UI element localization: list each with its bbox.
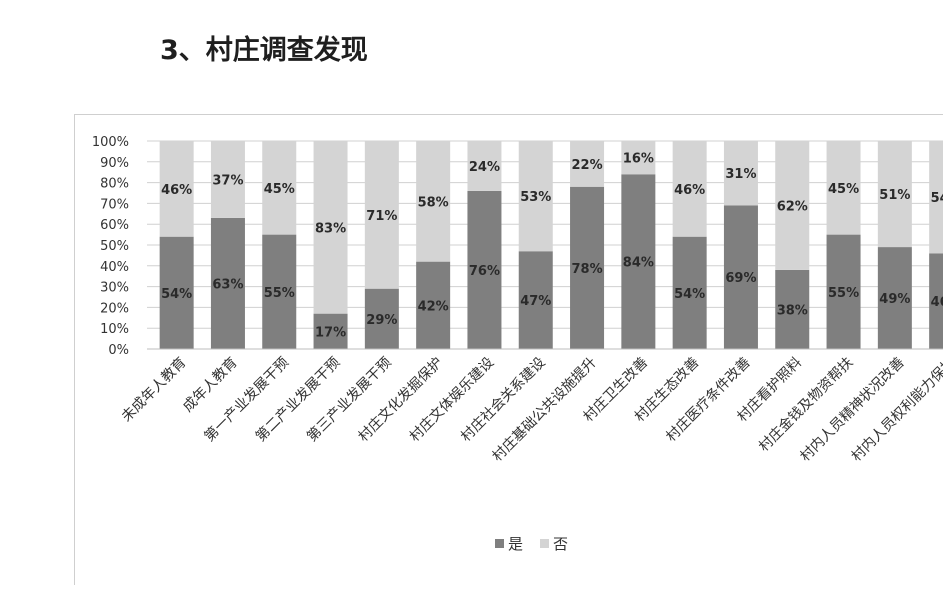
bar-segment-yes (723, 205, 758, 349)
bar-segment-no (877, 141, 912, 248)
data-label-yes: 55% (264, 286, 295, 301)
y-tick-label: 60% (100, 218, 129, 233)
bar-segment-no (723, 141, 758, 206)
data-label-yes: 63% (212, 277, 243, 292)
data-label-no: 71% (366, 209, 397, 224)
data-label-no: 46% (161, 183, 192, 198)
bar-segment-yes (570, 186, 605, 349)
x-axis: 未成年人教育成年人教育第一产业发展干预第二产业发展干预第三产业发展干预村庄文化发… (119, 348, 943, 465)
bar-segment-yes (210, 217, 245, 349)
y-tick-label: 70% (100, 197, 129, 212)
bar-segment-yes (416, 261, 451, 349)
x-category-label: 村庄社会关系建设 (457, 354, 548, 445)
bar-segment-yes (518, 251, 553, 349)
bar-segment-no (262, 141, 297, 235)
data-label-yes: 29% (366, 313, 397, 328)
data-label-yes: 84% (623, 256, 654, 271)
y-tick-label: 50% (100, 239, 129, 254)
y-tick-label: 0% (108, 343, 129, 358)
bar-segment-no (621, 141, 656, 175)
legend-label-no: 否 (553, 535, 568, 553)
data-label-no: 45% (828, 182, 859, 197)
bar-segment-yes (826, 234, 861, 349)
y-tick-label: 20% (100, 301, 129, 316)
y-tick-label: 90% (100, 156, 129, 171)
legend-swatch-no (540, 539, 549, 548)
x-category-label: 村庄文化发掘保护 (355, 354, 446, 445)
data-label-yes: 54% (161, 287, 192, 302)
bars (159, 141, 943, 349)
bar-segment-no (159, 141, 194, 237)
data-label-no: 51% (879, 188, 910, 203)
y-axis: 0% 10% 20% 30% 40% 50% 60% 70% 80% 90% 100% (92, 135, 129, 358)
data-label-yes: 49% (879, 292, 910, 307)
x-category-label: 村庄金钱及物资帮扶 (755, 354, 856, 455)
y-tick-label: 40% (100, 260, 129, 275)
chart-container: 0% 10% 20% 30% 40% 50% 60% 70% 80% 90% 100% 54% 46%… (74, 114, 943, 585)
bar-segment-no (518, 141, 553, 252)
data-label-no: 22% (571, 158, 602, 173)
legend-swatch-yes (495, 539, 504, 548)
x-category-label: 村庄医疗条件改善 (663, 354, 754, 445)
x-category-label: 未成年人教育 (119, 355, 190, 426)
bar-segment-yes (159, 236, 194, 349)
data-label-no: 58% (418, 195, 449, 210)
data-label-yes: 38% (777, 303, 808, 318)
data-label-no: 24% (469, 160, 500, 175)
y-tick-label: 30% (100, 281, 129, 296)
stacked-percent-bar-chart: 0% 10% 20% 30% 40% 50% 60% 70% 80% 90% 100% 54% 46%… (92, 135, 943, 553)
bar-segment-no (826, 141, 861, 235)
bar-segment-yes (621, 174, 656, 349)
bar-segment-no (570, 141, 605, 187)
data-label-no: 62% (777, 199, 808, 214)
y-tick-label: 80% (100, 177, 129, 192)
bar-segment-yes (364, 288, 399, 349)
x-category-label: 第二产业发展干预 (252, 354, 343, 445)
legend-label-yes: 是 (508, 535, 523, 553)
data-label-no: 46% (674, 183, 705, 198)
data-label-yes: 17% (315, 325, 346, 340)
data-label-no: 16% (623, 152, 654, 167)
data-label-no: 53% (520, 190, 551, 205)
data-label-yes: 47% (520, 294, 551, 309)
y-tick-label: 100% (92, 135, 129, 150)
bar-segment-no (416, 141, 451, 262)
bar-segment-no (364, 141, 399, 289)
data-label-no: 45% (264, 182, 295, 197)
data-label-no: 54% (931, 191, 943, 206)
data-label-yes: 69% (725, 271, 756, 286)
data-label-yes: 55% (828, 286, 859, 301)
bar-segment-yes (877, 247, 912, 349)
page-heading: 3、村庄调查发现 (160, 35, 368, 66)
bar-segment-yes (929, 253, 943, 349)
data-label-yes: 76% (469, 264, 500, 279)
bar-segment-yes (262, 234, 297, 349)
bar-segment-no (775, 141, 810, 270)
bar-segment-no (929, 141, 943, 254)
x-category-label: 村庄基础公共设施提升 (489, 354, 600, 465)
bar-segment-no (672, 141, 707, 237)
bar-segment-no (313, 141, 348, 314)
y-tick-label: 10% (100, 322, 129, 337)
data-label-yes: 46% (931, 295, 943, 310)
bar-segment-yes (775, 269, 810, 349)
data-label-yes: 42% (418, 299, 449, 314)
x-category-label: 第三产业发展干预 (303, 354, 394, 445)
data-label-yes: 54% (674, 287, 705, 302)
value-labels: 54% 46% 63% 37% 55% 45% 17% 83% 29% 71% 42% 58% 76% 2… (161, 152, 943, 341)
data-label-no: 83% (315, 221, 346, 236)
bar-segment-yes (313, 313, 348, 349)
bar-segment-no (210, 141, 245, 218)
x-category-label: 村庄文体娱乐建设 (406, 354, 497, 445)
legend: 是 否 (495, 535, 568, 553)
bar-segment-yes (672, 236, 707, 349)
bar-segment-yes (467, 190, 502, 349)
data-label-yes: 78% (571, 262, 602, 277)
data-label-no: 37% (212, 173, 243, 188)
x-category-label: 第一产业发展干预 (201, 354, 292, 445)
bar-segment-no (467, 141, 502, 191)
data-label-no: 31% (725, 167, 756, 182)
